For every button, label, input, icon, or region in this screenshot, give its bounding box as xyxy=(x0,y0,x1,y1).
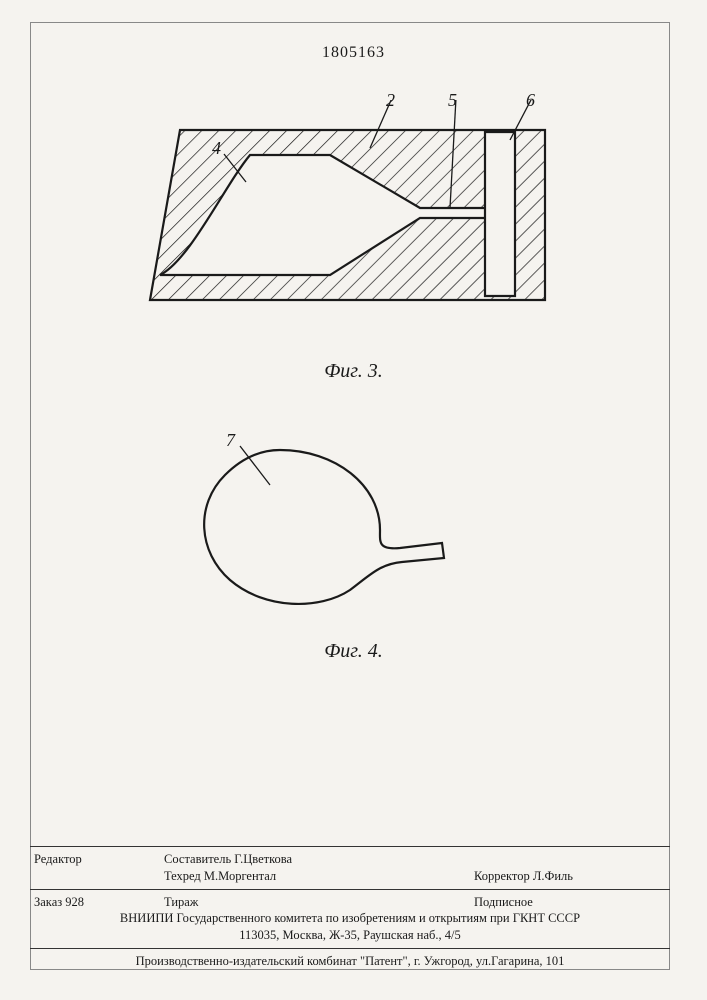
compiler-text: Составитель Г.Цветкова xyxy=(164,851,466,868)
editor-label: Редактор xyxy=(30,851,160,885)
footer-order-row: Заказ 928 Тираж Подписное xyxy=(30,894,670,911)
figure-4-svg xyxy=(170,430,490,620)
footer-credits-row: Редактор Составитель Г.Цветкова Техред М… xyxy=(30,851,670,885)
printer-line: Производственно-издательский комбинат "П… xyxy=(30,953,670,970)
figure-3-svg xyxy=(130,100,560,335)
fig3-label-2: 2 xyxy=(386,90,395,111)
figure-4-caption: Фиг. 4. xyxy=(0,640,707,663)
order-text: Заказ 928 xyxy=(30,894,160,911)
org-line-2: 113035, Москва, Ж-35, Раушская наб., 4/5 xyxy=(30,927,670,944)
fig3-label-4: 4 xyxy=(212,138,221,159)
figure-3: 2 4 5 6 xyxy=(130,100,560,335)
corrector-text: Корректор Л.Филь xyxy=(470,868,670,885)
figure-4: 7 xyxy=(170,430,490,620)
subscription-text: Подписное xyxy=(470,894,670,911)
figure-3-caption: Фиг. 3. xyxy=(0,360,707,383)
techred-text: Техред М.Моргентал xyxy=(164,868,466,885)
org-line-1: ВНИИПИ Государственного комитета по изоб… xyxy=(30,910,670,927)
footer-block: Редактор Составитель Г.Цветкова Техред М… xyxy=(30,842,670,970)
patent-number: 1805163 xyxy=(0,44,707,62)
circulation-text: Тираж xyxy=(160,894,470,911)
fig3-label-5: 5 xyxy=(448,90,457,111)
fig4-label-7: 7 xyxy=(226,430,235,451)
fig3-label-6: 6 xyxy=(526,90,535,111)
